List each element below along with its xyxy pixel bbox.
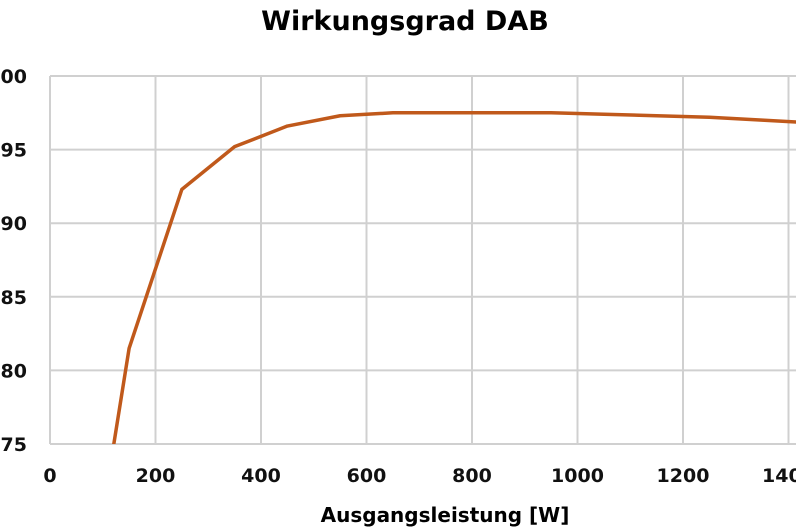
y-tick-label: 80 [1,360,27,382]
y-tick-labels: 75 80 85 90 95 100 [0,66,27,456]
efficiency-line [112,111,796,444]
x-tick-label: 600 [347,465,387,487]
x-tick-label: 1200 [657,465,710,487]
x-tick-labels: 0 200 400 600 800 1000 1200 1400 [43,465,796,487]
y-tick-label: 85 [1,287,27,309]
y-tick-label: 90 [1,213,27,235]
gridlines [49,75,796,445]
x-tick-label: 0 [43,465,56,487]
y-tick-label: 75 [1,434,27,456]
x-tick-label: 1400 [762,465,796,487]
x-tick-label: 800 [452,465,492,487]
y-tick-label: 95 [1,140,27,162]
chart-title: Wirkungsgrad DAB [261,6,549,37]
x-tick-label: 400 [241,465,281,487]
x-axis-label: Ausgangsleistung [W] [321,503,570,527]
x-tick-label: 1000 [551,465,604,487]
y-tick-label: 100 [0,66,27,88]
x-tick-label: 200 [136,465,176,487]
